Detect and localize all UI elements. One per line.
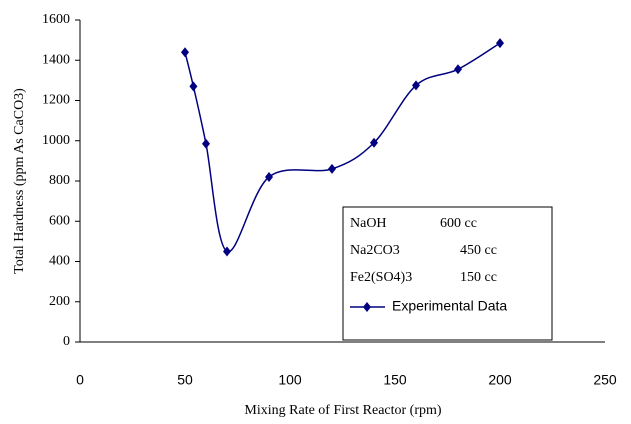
data-point xyxy=(202,138,210,149)
data-point xyxy=(454,64,462,75)
y-tick-label: 600 xyxy=(49,213,70,228)
data-point xyxy=(370,137,378,148)
data-point xyxy=(223,246,231,257)
y-axis-label: Total Hardness (ppm As CaCO3) xyxy=(12,88,27,274)
x-tick-label: 100 xyxy=(278,372,302,388)
x-tick-label: 50 xyxy=(177,372,193,388)
y-tick-label: 1400 xyxy=(42,52,70,67)
legend-reagent: Na2CO3 xyxy=(350,243,400,258)
y-tick-label: 200 xyxy=(49,294,70,309)
legend-amount: 600 cc xyxy=(440,216,477,231)
legend-reagent: NaOH xyxy=(350,216,387,231)
y-tick-label: 0 xyxy=(63,334,70,349)
series-line xyxy=(184,42,501,253)
y-tick-label: 800 xyxy=(49,173,70,188)
data-point xyxy=(412,80,420,91)
legend-reagent: Fe2(SO4)3 xyxy=(350,270,412,285)
y-tick-label: 1200 xyxy=(42,93,70,108)
data-point xyxy=(189,81,198,92)
legend-amount: 150 cc xyxy=(460,270,497,285)
y-tick-label: 400 xyxy=(49,254,70,269)
data-point xyxy=(181,47,189,58)
legend-marker xyxy=(363,302,371,312)
legend-amount: 450 cc xyxy=(460,243,497,258)
legend-box xyxy=(342,206,553,341)
x-tick-label: 200 xyxy=(488,372,512,388)
x-axis-label: Mixing Rate of First Reactor (rpm) xyxy=(244,403,441,418)
data-point xyxy=(265,171,273,182)
data-point xyxy=(328,163,336,174)
legend-label: Experimental Data xyxy=(392,298,507,314)
x-tick-label: 0 xyxy=(76,372,84,388)
data-point xyxy=(496,38,504,49)
y-tick-label: 1600 xyxy=(42,12,70,27)
x-tick-label: 150 xyxy=(383,372,407,388)
y-tick-label: 1000 xyxy=(42,133,70,148)
x-tick-label: 250 xyxy=(593,372,617,388)
